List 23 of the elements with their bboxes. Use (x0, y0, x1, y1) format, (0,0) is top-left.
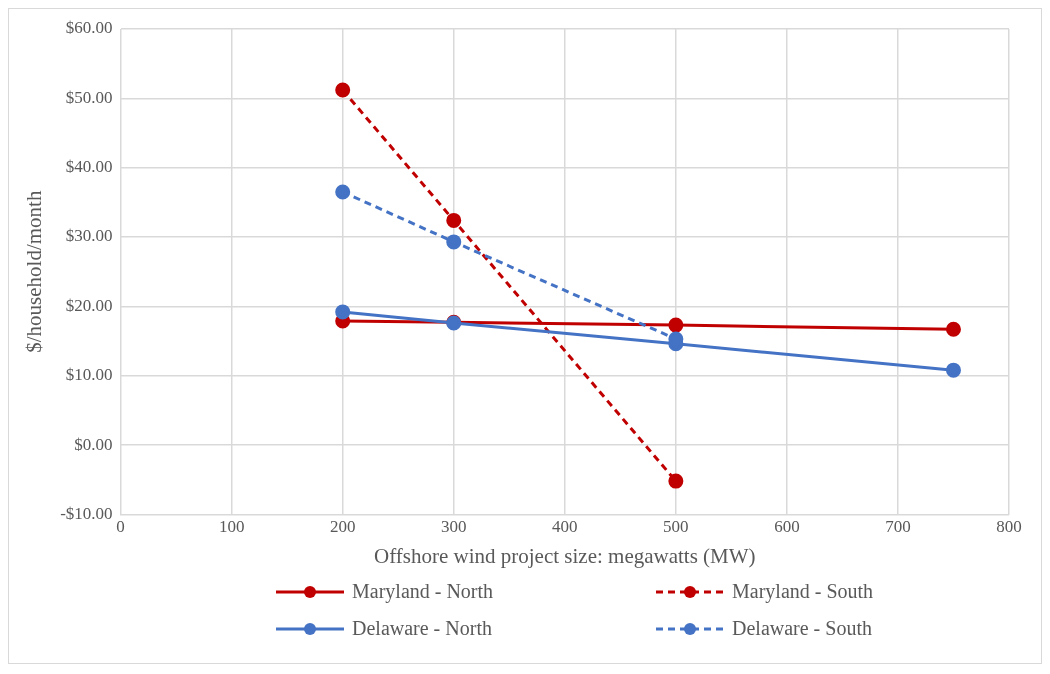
y-tick-label: -$10.00 (60, 503, 113, 523)
y-tick-label: $60.00 (65, 18, 113, 38)
y-tick-label: $50.00 (65, 87, 113, 107)
legend-label: Delaware - North (352, 617, 492, 640)
x-tick-label: 600 (774, 517, 800, 537)
x-tick-label: 400 (552, 517, 578, 537)
x-tick-label: 200 (329, 517, 356, 537)
x-tick-label: 300 (441, 517, 467, 537)
x-tick-label: 800 (996, 517, 1022, 537)
legend-label: Maryland - South (732, 580, 874, 603)
legend-label: Maryland - North (352, 580, 494, 603)
y-tick-label: $10.00 (65, 365, 113, 385)
y-tick-label: $0.00 (74, 434, 113, 454)
legend-label: Delaware - South (732, 617, 872, 640)
x-axis-title: Offshore wind project size: megawatts (MW) (374, 543, 756, 568)
y-tick-label: $20.00 (65, 295, 113, 315)
x-tick-label: 700 (885, 517, 911, 537)
x-tick-label: 100 (218, 517, 245, 537)
x-tick-label: 0 (116, 517, 125, 537)
x-tick-label: 500 (663, 517, 689, 537)
y-tick-label: $40.00 (65, 157, 113, 177)
y-tick-label: $30.00 (65, 226, 113, 246)
y-axis-title: $/household/month (22, 190, 47, 353)
